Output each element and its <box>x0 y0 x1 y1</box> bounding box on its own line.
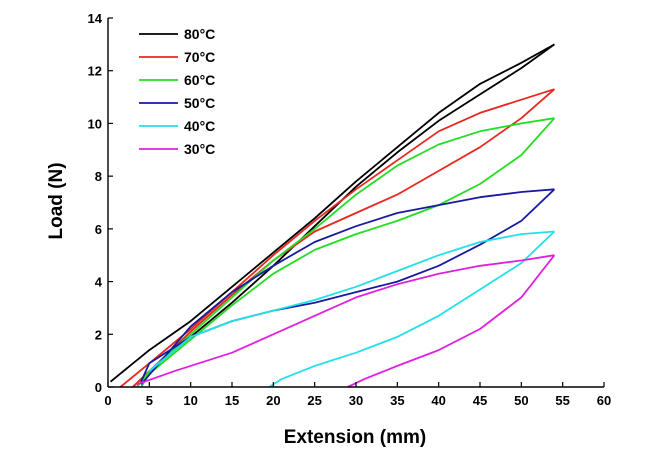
series-30c-unloading-line <box>347 254 556 388</box>
y-tick-label: 4 <box>95 275 103 290</box>
y-tick-label: 8 <box>95 169 102 184</box>
series-60c-unloading-line <box>140 117 556 388</box>
x-tick-label: 20 <box>266 393 280 408</box>
x-tick-label: 15 <box>225 393 239 408</box>
y-tick-label: 6 <box>95 222 102 237</box>
y-tick-label: 12 <box>88 64 102 79</box>
legend-label-40c: 40°C <box>184 118 215 134</box>
x-axis-title: Extension (mm) <box>284 427 427 448</box>
x-tick-label: 40 <box>431 393 445 408</box>
legend-label-30c: 30°C <box>184 141 215 157</box>
x-tick-label: 55 <box>555 393 569 408</box>
series-30c-loading-line <box>136 254 555 386</box>
x-tick-label: 50 <box>514 393 528 408</box>
y-tick-label: 0 <box>95 380 102 395</box>
series-50c-loading-line <box>140 188 555 385</box>
legend-label-70c: 70°C <box>184 49 215 65</box>
y-tick-label: 10 <box>88 116 102 131</box>
tick-labels: 0 5 10 15 20 25 30 35 40 45 50 55 60 0 2 4 6 8 10 12 14 <box>88 11 612 408</box>
axes <box>107 17 605 388</box>
x-tick-label: 45 <box>473 393 487 408</box>
series-40c-loading-line <box>148 230 555 372</box>
series-40c-unloading-line <box>268 230 556 388</box>
x-tick-label: 25 <box>307 393 321 408</box>
x-tick-label: 0 <box>104 393 111 408</box>
series-lines <box>109 43 556 388</box>
x-tick-label: 30 <box>349 393 363 408</box>
series-60c-loading-line <box>136 117 555 388</box>
x-tick-label: 35 <box>390 393 404 408</box>
y-tick-label: 14 <box>88 11 103 26</box>
x-tick-label: 60 <box>597 393 611 408</box>
y-axis-title: Load (N) <box>46 162 67 239</box>
x-tick-label: 10 <box>183 393 197 408</box>
legend-label-60c: 60°C <box>184 72 215 88</box>
series-50c-unloading-line <box>140 188 556 383</box>
y-tick-label: 2 <box>95 327 102 342</box>
legend-label-80c: 80°C <box>184 26 215 42</box>
x-tick-label: 5 <box>146 393 153 408</box>
legend-label-50c: 50°C <box>184 95 215 111</box>
series-80c-loading-line <box>109 43 555 383</box>
legend: 80°C 70°C 60°C 50°C 40°C 30°C <box>139 26 215 157</box>
series-70c-unloading-line <box>132 88 555 388</box>
